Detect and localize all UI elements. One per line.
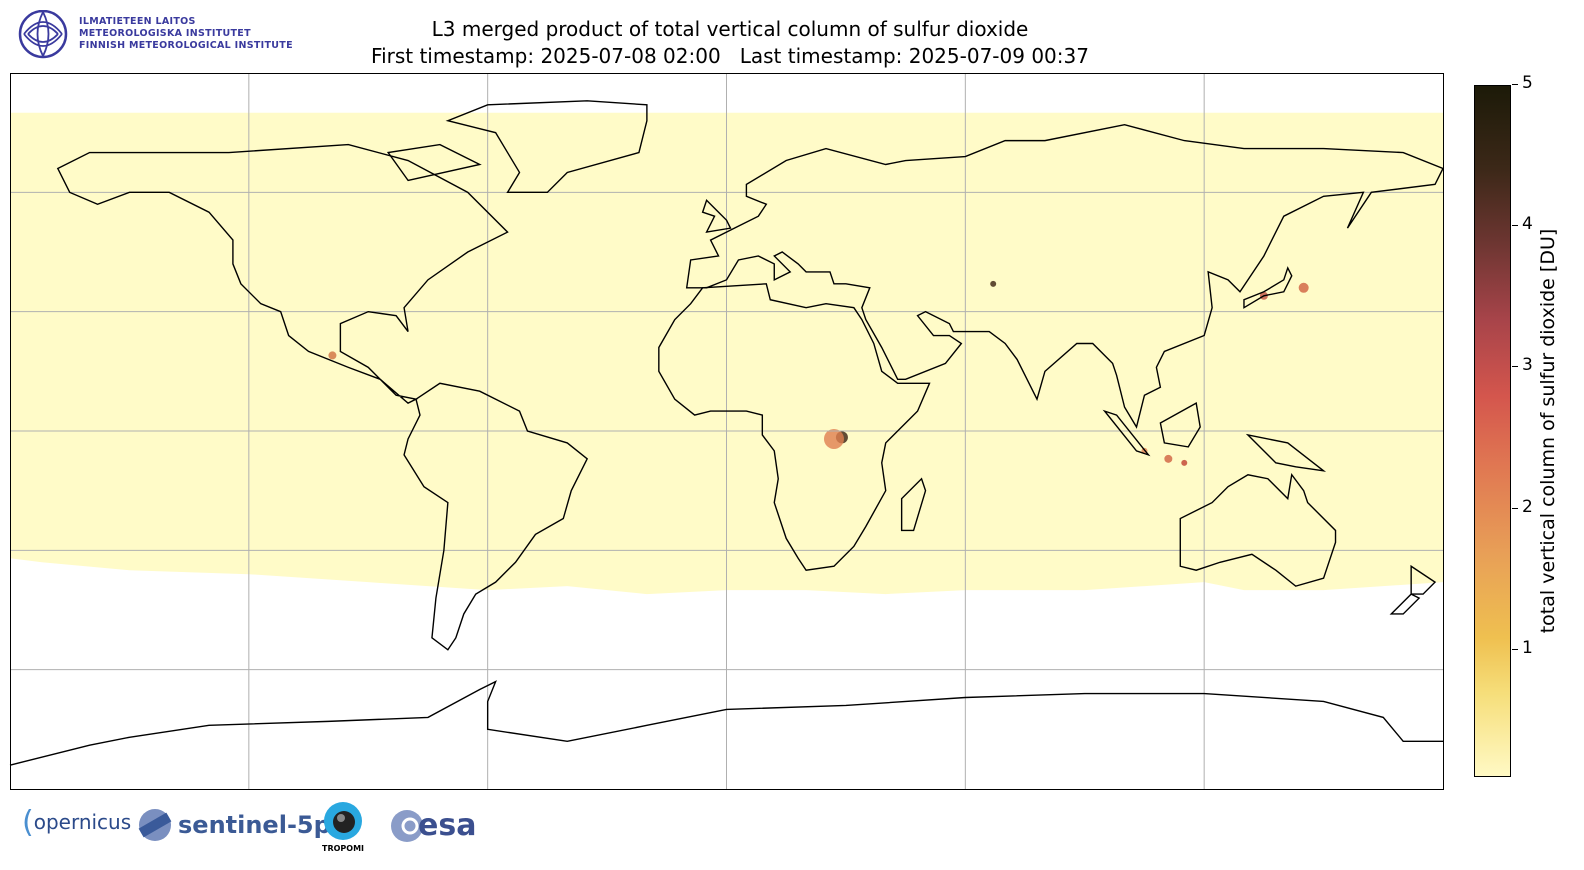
coastline <box>701 198 732 234</box>
coastline <box>1159 402 1201 448</box>
colorbar-tick: 1 <box>1512 638 1533 658</box>
coastline <box>1410 564 1437 595</box>
so2-hotspot <box>1164 454 1173 463</box>
map-title: L3 merged product of total vertical colu… <box>431 17 1029 41</box>
tropomi-logo: TROPOMI <box>322 802 364 853</box>
coastline-antarctica <box>9 680 1443 766</box>
satellite-icon <box>138 809 172 841</box>
colorbar-tick: 4 <box>1512 214 1533 234</box>
so2-hotspot <box>990 280 997 287</box>
colorbar-tick: 2 <box>1512 497 1533 517</box>
copernicus-logo: (opernicus <box>22 805 132 840</box>
fmi-line-3: FINNISH METEOROLOGICAL INSTITUTE <box>79 40 293 51</box>
esa-emblem-icon <box>391 809 423 842</box>
coastline <box>1245 433 1327 472</box>
world-map <box>9 73 1444 790</box>
fmi-line-1: ILMATIETEEN LAITOS <box>79 16 196 27</box>
so2-hotspot <box>1298 282 1309 293</box>
fmi-line-2: METEOROLOGISKA INSTITUTET <box>79 28 251 39</box>
coastline <box>1102 409 1151 457</box>
tropomi-eye-icon <box>324 802 362 840</box>
coastline <box>386 143 482 182</box>
colorbar-tick: 5 <box>1512 73 1533 93</box>
esa-logo: esa <box>390 808 476 843</box>
fmi-emblem-icon <box>18 10 68 59</box>
so2-hotspot <box>328 351 337 360</box>
coastline <box>403 382 589 651</box>
map-frame <box>10 73 1444 790</box>
coastline <box>1179 473 1337 587</box>
colorbar-label: total vertical column of sulfur dioxide … <box>1537 228 1559 634</box>
coastline <box>445 100 648 194</box>
colorbar-tick: 3 <box>1512 355 1533 375</box>
sentinel-5p-logo: sentinel-5p <box>135 806 331 844</box>
coastline <box>658 283 931 571</box>
so2-hotspot <box>1181 459 1188 466</box>
coastline <box>56 143 509 404</box>
colorbar <box>1474 85 1511 777</box>
coastline <box>1389 593 1421 615</box>
coastline <box>900 477 927 532</box>
coastline <box>1243 266 1293 309</box>
coastline <box>685 123 1444 429</box>
map-subtitle: First timestamp: 2025-07-08 02:00 Last t… <box>371 44 1089 68</box>
so2-hotspot <box>823 428 844 449</box>
